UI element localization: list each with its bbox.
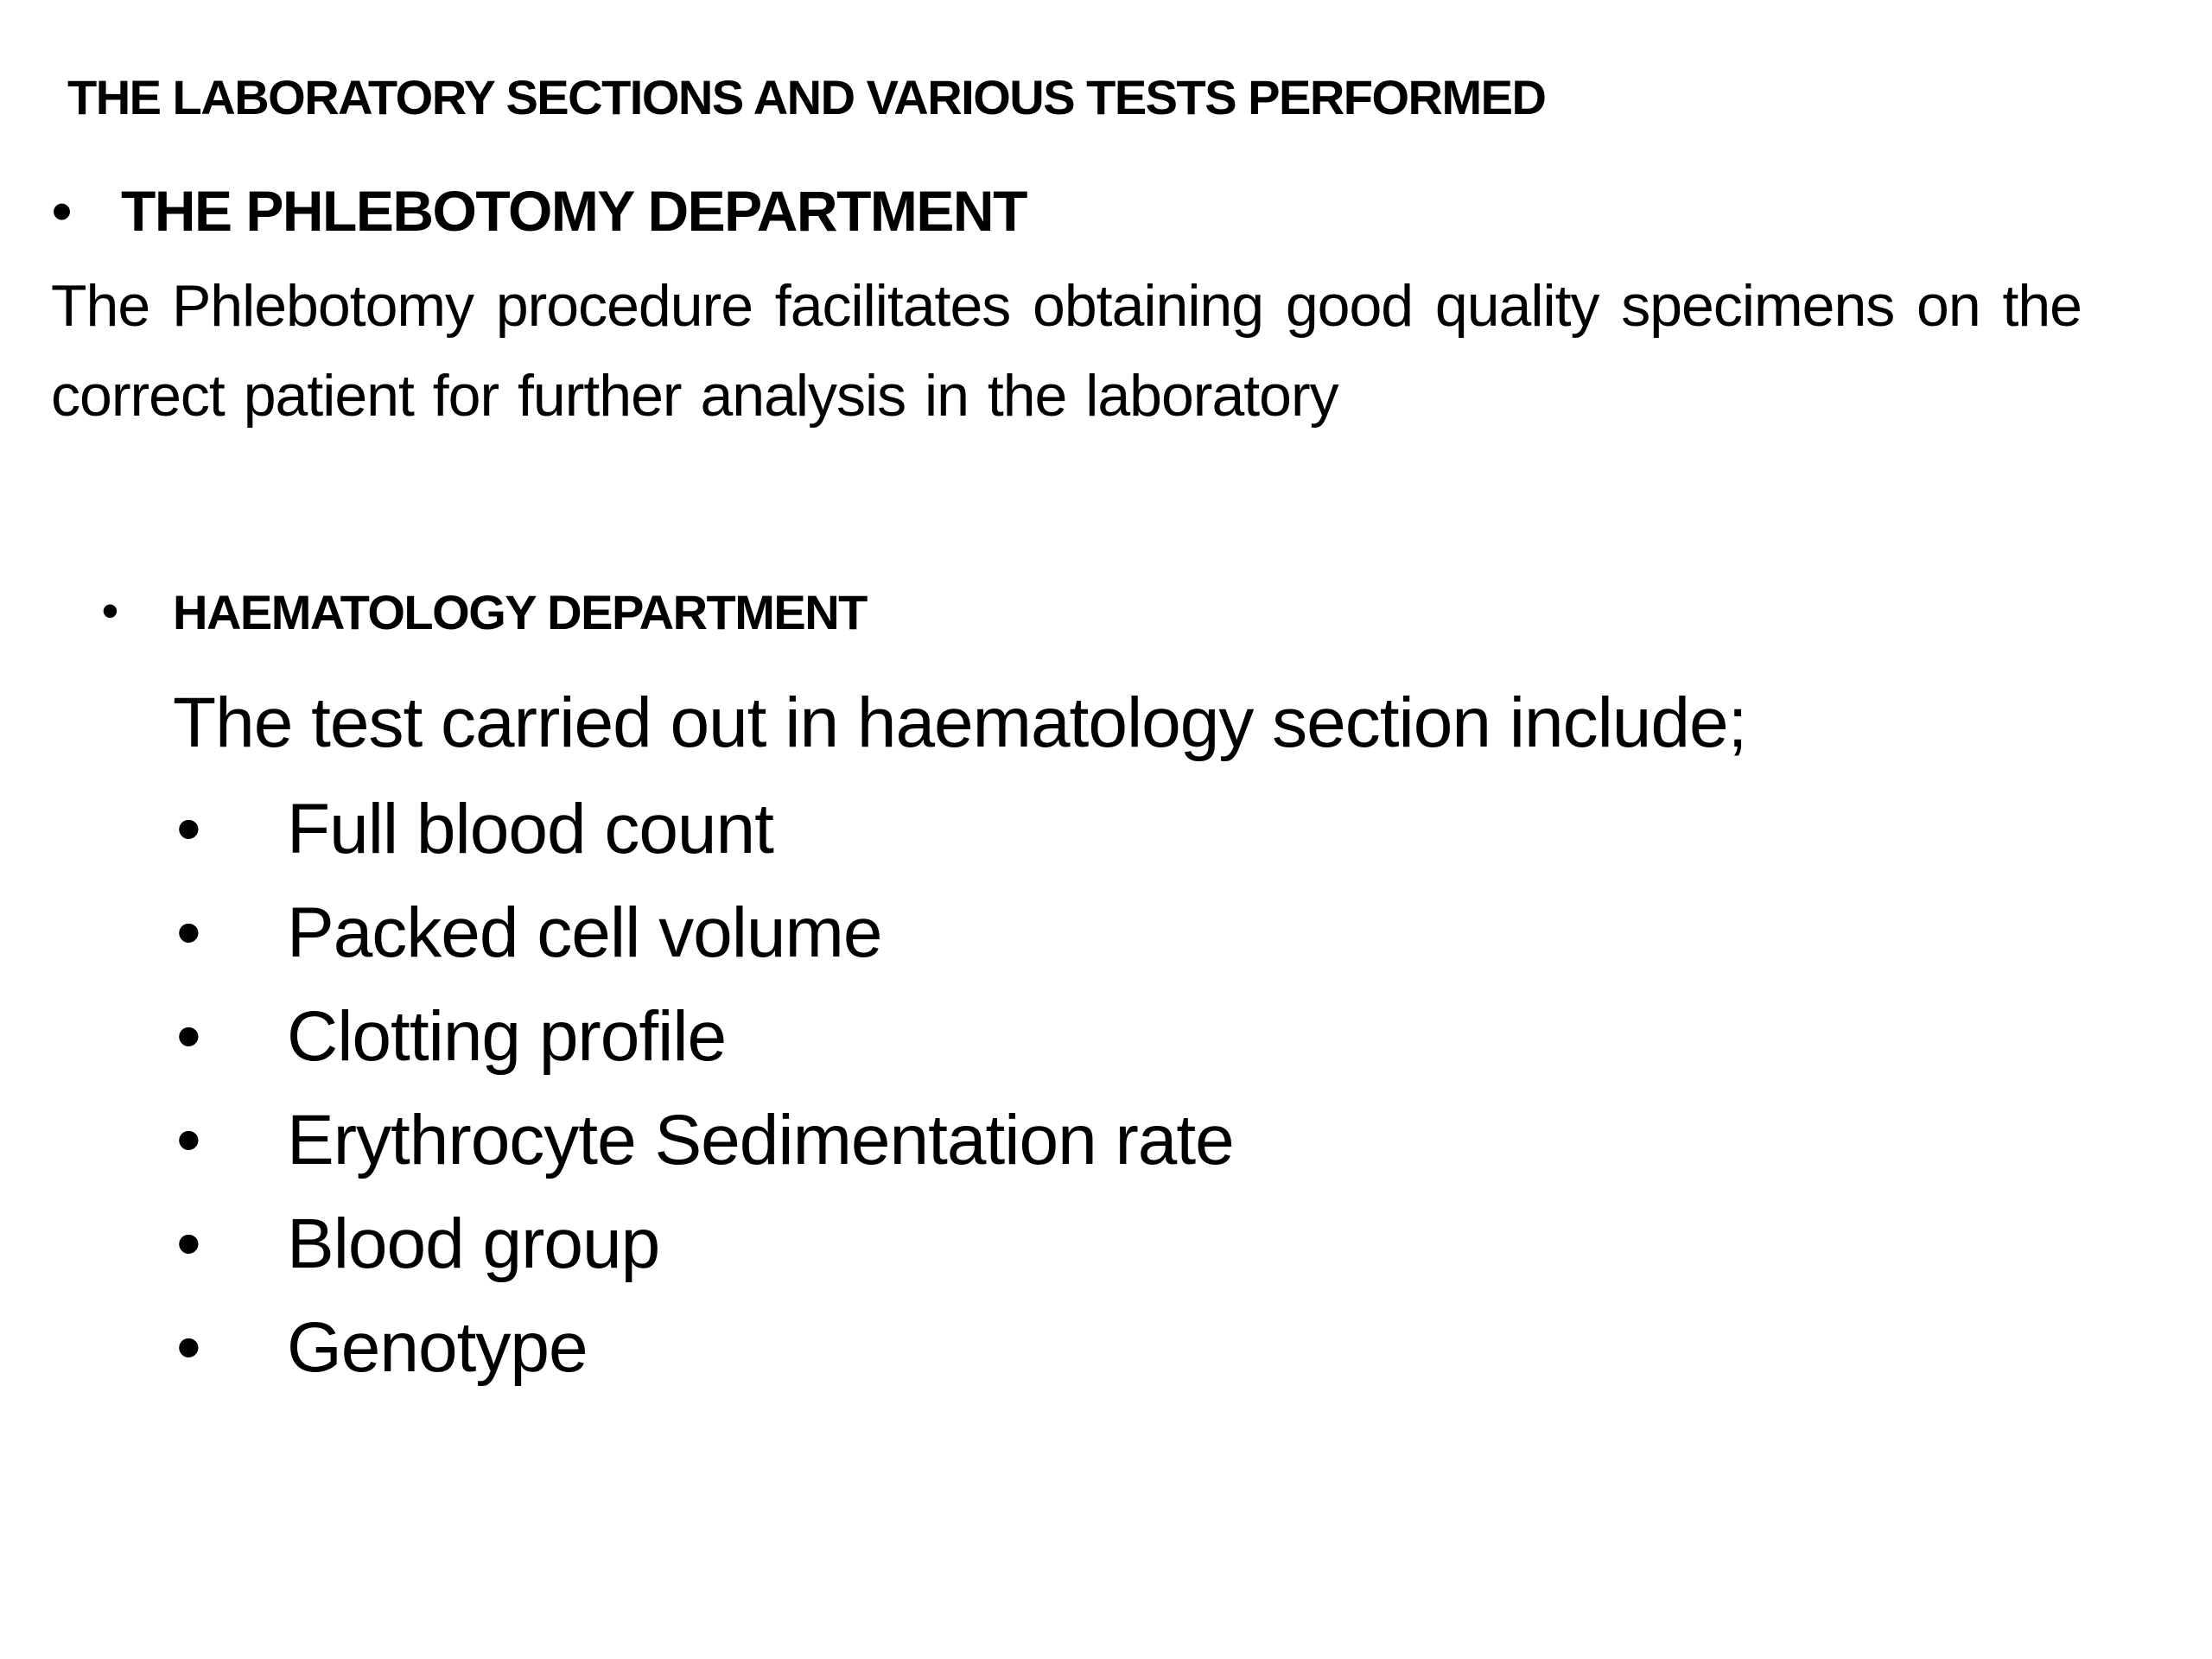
bullet-icon: •: [176, 893, 201, 972]
phlebotomy-description: The Phlebotomy procedure facilitates obt…: [51, 273, 2082, 429]
test-name: Erythrocyte Sedimentation rate: [287, 1101, 1235, 1179]
bullet-icon: •: [176, 1205, 201, 1283]
test-name: Clotting profile: [287, 997, 727, 1076]
bullet-icon: •: [176, 1308, 201, 1387]
bullet-icon: •: [176, 997, 201, 1076]
haematology-intro: The test carried out in haematology sect…: [173, 683, 1747, 762]
phlebotomy-heading: THE PHLEBOTOMY DEPARTMENT: [121, 179, 1027, 243]
test-name: Blood group: [287, 1205, 660, 1283]
bullet-icon: •: [52, 179, 73, 243]
test-name: Packed cell volume: [287, 893, 882, 972]
test-name: Genotype: [287, 1308, 588, 1387]
slide-title: THE LABORATORY SECTIONS AND VARIOUS TEST…: [67, 70, 1547, 124]
bullet-icon: •: [176, 1101, 201, 1179]
bullet-icon: •: [102, 585, 118, 637]
haematology-heading: HAEMATOLOGY DEPARTMENT: [173, 585, 868, 639]
bullet-icon: •: [176, 790, 201, 868]
test-name: Full blood count: [287, 790, 774, 868]
